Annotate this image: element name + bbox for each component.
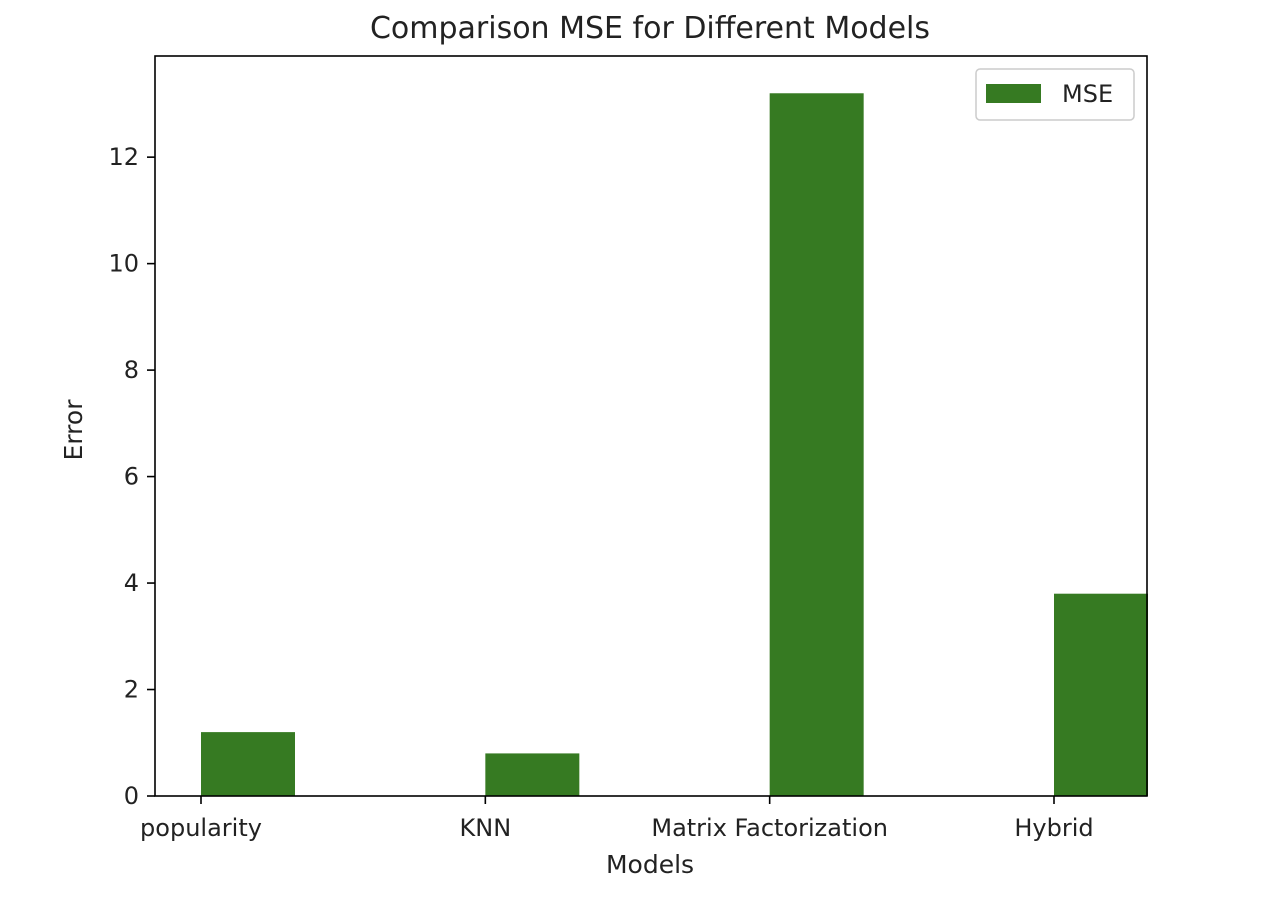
bar-knn (485, 753, 580, 796)
y-axis-ticks: 0 2 4 6 8 10 12 (108, 143, 155, 810)
legend-swatch (986, 84, 1041, 103)
bar-hybrid (1054, 593, 1148, 796)
bars-group (201, 93, 1148, 797)
y-tick-label: 8 (124, 356, 139, 384)
x-tick-label: Matrix Factorization (651, 814, 888, 842)
bar-matrix-factorization (769, 93, 864, 797)
bar-popularity (201, 732, 295, 796)
y-tick-label: 4 (124, 569, 139, 597)
y-axis-label: Error (59, 399, 88, 461)
chart-title: Comparison MSE for Different Models (370, 11, 930, 46)
plot-frame (154, 55, 1148, 797)
x-tick-label: popularity (140, 814, 262, 842)
legend: MSE (975, 68, 1135, 121)
y-tick-label: 10 (108, 250, 139, 278)
y-tick-label: 2 (124, 676, 139, 704)
legend-frame (975, 68, 1135, 121)
x-tick-label: Hybrid (1014, 814, 1093, 842)
y-tick-label: 12 (108, 143, 139, 171)
x-tick-label: KNN (460, 814, 512, 842)
x-axis-ticks: popularity KNN Matrix Factorization Hybrid (140, 796, 1094, 842)
y-tick-label: 0 (124, 782, 139, 810)
y-tick-label: 6 (124, 463, 139, 491)
legend-label: MSE (1062, 80, 1113, 108)
x-axis-label: Models (606, 850, 694, 879)
